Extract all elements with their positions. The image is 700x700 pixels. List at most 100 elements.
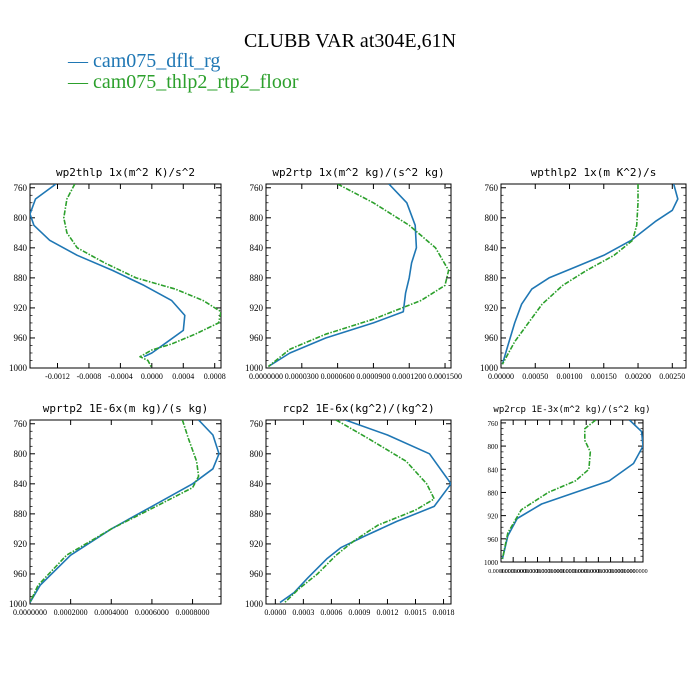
x-tick-label: 0.00250	[659, 372, 685, 381]
chart-4: wprtp2 1E-6x(m kg)/(s kg) 760 800 840 880 920…	[9, 402, 222, 617]
y-tick-label: 1000	[9, 599, 28, 609]
x-tick-label: 0.0009	[348, 608, 370, 617]
y-tick-label: 840	[250, 243, 264, 253]
chart-title: wp2rtp 1x(m^2 kg)/(s^2 kg)	[272, 166, 444, 179]
y-tick-label: 760	[250, 419, 264, 429]
series-line-floor	[267, 184, 450, 368]
legend-marker-2: —	[68, 71, 93, 93]
x-tick-label: 0.0004000	[94, 608, 128, 617]
legend-marker-1: —	[68, 50, 93, 72]
x-tick-label: 0.0004	[172, 372, 194, 381]
chart-2: wp2rtp 1x(m^2 kg)/(s^2 kg) 760 800 840 880 92…	[245, 166, 462, 381]
chart-6: wp2rcp 1E-3x(m^2 kg)/(s^2 kg) 760 800 840 88…	[484, 405, 651, 575]
plot-frame	[265, 183, 452, 369]
series-line-dflt-rg	[30, 420, 220, 603]
y-tick-label: 800	[14, 213, 28, 223]
chart-title: rcp2 1E-6x(kg^2)/(kg^2)	[282, 402, 434, 415]
legend-entry-1: — cam075_dflt_rg	[68, 50, 220, 73]
x-tick-label: 0.0012	[376, 608, 398, 617]
y-tick-label: 800	[250, 213, 264, 223]
x-tick-label: 0.0008000	[176, 608, 210, 617]
y-tick-label: 960	[488, 536, 499, 544]
legend-entry-2: — cam075_thlp2_rtp2_floor	[68, 71, 299, 94]
chart-title: wp2rcp 1E-3x(m^2 kg)/(s^2 kg)	[493, 405, 650, 415]
x-tick-label: 0.0000000	[13, 608, 47, 617]
y-tick-label: 840	[488, 466, 499, 474]
x-tick-label: 0.00050	[522, 372, 548, 381]
x-tick-label: 0.0001200	[392, 372, 426, 381]
y-tick-label: 960	[14, 333, 28, 343]
plot-frame	[500, 419, 644, 563]
x-tick-label: 0.00200	[625, 372, 651, 381]
y-tick-label: 920	[485, 303, 499, 313]
x-tick-label: 0.0000300	[285, 372, 319, 381]
x-tick-label: 0.0018	[433, 608, 455, 617]
y-tick-label: 840	[14, 479, 28, 489]
y-tick-label: 1000	[245, 363, 264, 373]
y-tick-label: 960	[14, 569, 28, 579]
x-tick-label: 0.0000000	[488, 569, 514, 575]
series-line-dflt-rg	[501, 184, 679, 365]
y-tick-label: 760	[14, 183, 28, 193]
x-tick-label: 0.0006000	[135, 608, 169, 617]
chart-title: wpthlp2 1x(m K^2)/s	[531, 166, 657, 179]
y-tick-label: 800	[250, 449, 264, 459]
y-tick-label: 800	[485, 213, 499, 223]
y-tick-label: 760	[488, 420, 499, 428]
x-tick-label: 0.0000000	[249, 372, 283, 381]
chart-title: wprtp2 1E-6x(m kg)/(s kg)	[43, 402, 209, 415]
series-line-dflt-rg	[501, 420, 643, 560]
chart-3: wpthlp2 1x(m K^2)/s 760 800 840 880 920 960 100…	[480, 166, 687, 381]
y-tick-label: 880	[14, 509, 28, 519]
x-tick-label: 0.0003	[292, 608, 314, 617]
chart-1: wp2thlp 1x(m^2 K)/s^2 760 800 840 880 920 960 1…	[9, 166, 226, 381]
x-tick-label: 0.0000000	[525, 569, 551, 575]
series-line-dflt-rg	[30, 184, 186, 358]
x-tick-label: 0.00100	[557, 372, 583, 381]
series-line-dflt-rg	[267, 184, 418, 368]
x-tick-label: 0.0000000	[561, 569, 587, 575]
series-line-floor	[30, 420, 200, 603]
x-tick-label: 0.0000000	[549, 569, 575, 575]
y-tick-label: 920	[250, 539, 264, 549]
y-tick-label: 880	[250, 273, 264, 283]
plot-frame	[29, 419, 222, 605]
x-tick-label: 0.0000	[264, 608, 286, 617]
series-line-floor	[284, 420, 436, 604]
x-tick-label: 0.0000600	[321, 372, 355, 381]
x-tick-label: 0.0000000	[573, 569, 599, 575]
y-tick-label: 960	[250, 569, 264, 579]
x-tick-label: 0.0002000	[54, 608, 88, 617]
x-tick-label: 0.0000000	[598, 569, 624, 575]
y-tick-label: 920	[14, 539, 28, 549]
y-tick-label: 920	[14, 303, 28, 313]
y-tick-label: 880	[250, 509, 264, 519]
x-tick-label: 0.0000000	[622, 569, 648, 575]
y-tick-label: 1000	[9, 363, 28, 373]
plot-frame	[500, 183, 687, 369]
y-tick-label: 840	[14, 243, 28, 253]
series-line-dflt-rg	[279, 420, 451, 604]
y-tick-label: 840	[485, 243, 499, 253]
y-tick-label: 880	[14, 273, 28, 283]
y-tick-label: 960	[250, 333, 264, 343]
legend-label-2: cam075_thlp2_rtp2_floor	[93, 71, 299, 93]
y-tick-label: 880	[488, 489, 499, 497]
x-tick-label: 0.00150	[591, 372, 617, 381]
y-tick-label: 760	[14, 419, 28, 429]
x-tick-label: 0.0015	[404, 608, 426, 617]
x-tick-label: 0.00000	[488, 372, 514, 381]
y-tick-label: 760	[250, 183, 264, 193]
series-line-floor	[501, 184, 639, 365]
y-tick-label: 880	[485, 273, 499, 283]
x-tick-label: 0.0006	[320, 608, 342, 617]
x-tick-label: 0.0001500	[428, 372, 462, 381]
y-tick-label: 960	[485, 333, 499, 343]
y-tick-label: 760	[485, 183, 499, 193]
y-tick-label: 800	[488, 443, 499, 451]
plot-frame	[265, 419, 452, 605]
x-tick-label: 0.0000	[141, 372, 163, 381]
x-tick-label: -0.0004	[108, 372, 133, 381]
y-tick-label: 1000	[484, 559, 499, 567]
